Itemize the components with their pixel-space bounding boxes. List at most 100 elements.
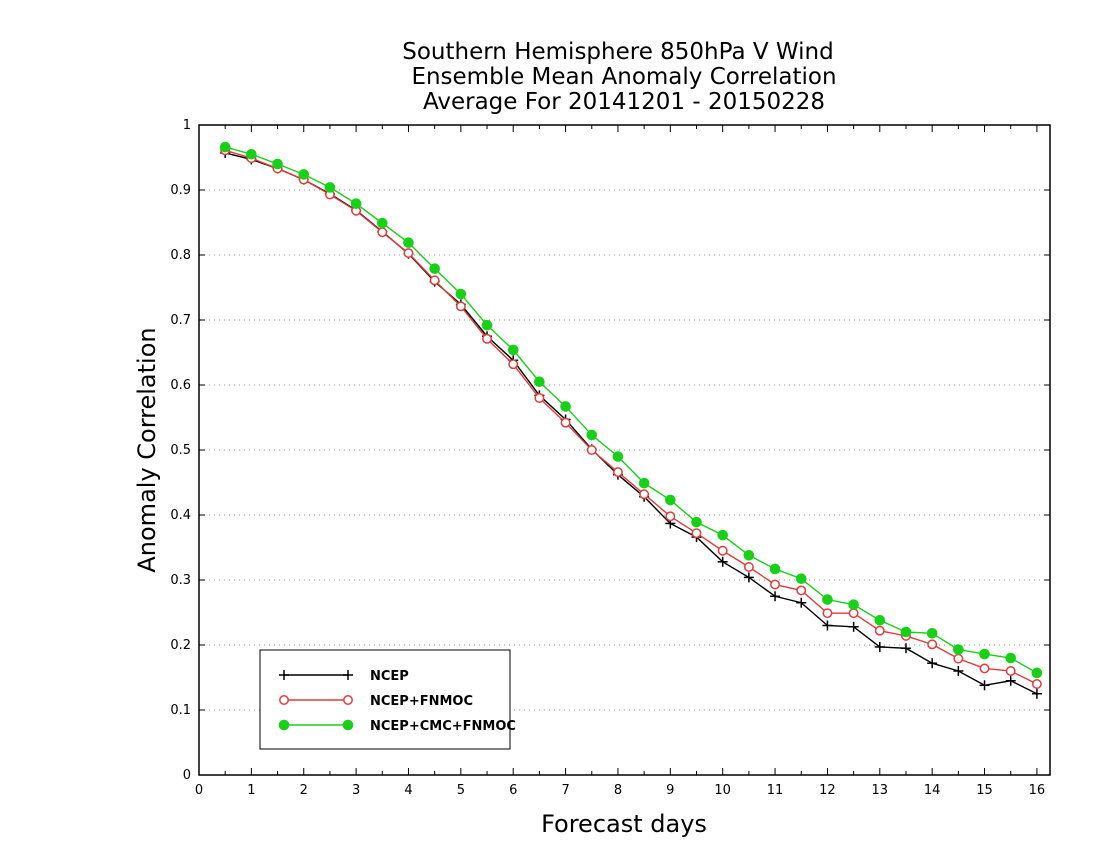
series-1-point-18 <box>691 528 702 539</box>
x-tick-label-9: 9 <box>666 783 674 798</box>
series-1-point-15 <box>613 467 623 478</box>
chart-title-line-2: Ensemble Mean Anomaly Correlation <box>411 64 836 90</box>
series-1-point-27 <box>927 639 938 650</box>
series-2-point-24 <box>848 599 859 611</box>
series-2-point-1 <box>246 148 257 160</box>
y-tick-label-2: 0.2 <box>170 638 191 653</box>
x-axis-label: Forecast days <box>541 810 707 838</box>
series-0-point-28 <box>953 666 964 676</box>
series-2-point-16 <box>638 477 650 489</box>
series-2-point-20 <box>743 550 755 561</box>
x-tick-label-5: 5 <box>457 783 465 798</box>
x-tick-label-0: 0 <box>195 783 203 798</box>
series-2-point-15 <box>612 451 624 462</box>
y-tick-label-6: 0.6 <box>170 378 191 393</box>
series-2-point-26 <box>900 626 912 638</box>
grid-lines <box>199 189 1050 711</box>
series-1-point-28 <box>953 653 964 664</box>
series-2-point-9 <box>455 288 467 300</box>
series-1-point-17 <box>665 511 676 522</box>
series-1-point-8 <box>429 275 440 286</box>
x-tick-label-4: 4 <box>404 783 412 798</box>
y-tick-label-3: 0.3 <box>170 573 191 588</box>
y-tick-label-5: 0.5 <box>170 443 191 458</box>
series-1-point-22 <box>796 585 807 596</box>
series-2-point-12 <box>534 376 545 388</box>
series-1-point-7 <box>403 248 414 259</box>
legend-item-2: NCEP+CMC+FNMOC <box>278 719 516 734</box>
legend-marker-end-0 <box>343 670 353 680</box>
series-1-point-29 <box>979 663 990 674</box>
series-0-point-24 <box>848 621 859 632</box>
series-2-point-25 <box>874 615 886 626</box>
legend-item-0: NCEP <box>279 669 409 684</box>
legend-marker-end-2 <box>342 719 354 731</box>
series-0-point-19 <box>717 556 728 567</box>
series-2-point-0 <box>219 141 231 153</box>
series-0-point-21 <box>770 591 781 602</box>
series-2-point-19 <box>717 529 728 541</box>
x-tick-label-3: 3 <box>352 783 360 798</box>
series-2-point-14 <box>586 429 598 441</box>
series-1-point-31 <box>1031 679 1042 689</box>
series-1-point-23 <box>822 608 833 619</box>
y-tick-label-9: 0.9 <box>170 183 191 198</box>
series-1-point-30 <box>1005 666 1016 676</box>
x-tick-label-6: 6 <box>509 783 517 798</box>
series-2-point-11 <box>507 344 519 356</box>
series-0-point-27 <box>927 658 938 669</box>
series-1-point-24 <box>848 608 859 619</box>
series-2 <box>219 141 1043 679</box>
x-tick-label-10: 10 <box>714 783 731 798</box>
series-2-point-21 <box>769 563 781 575</box>
series-2-point-23 <box>822 594 833 605</box>
legend-label-1: NCEP+FNMOC <box>370 694 473 709</box>
series-1-point-19 <box>717 545 728 556</box>
x-tick-label-11: 11 <box>767 783 784 798</box>
legend-label-0: NCEP <box>370 669 409 684</box>
series-2-point-30 <box>1005 652 1017 664</box>
x-tick-label-2: 2 <box>300 783 308 798</box>
series-1-point-13 <box>560 417 571 428</box>
y-axis-label: Anomaly Correlation <box>133 327 161 572</box>
series-1-point-21 <box>770 579 781 590</box>
x-tick-label-1: 1 <box>247 783 255 798</box>
series-1-point-14 <box>586 445 597 455</box>
chart-title: Southern Hemisphere 850hPa V Wind Ensemb… <box>402 39 836 115</box>
y-tick-label-1: 0.1 <box>170 703 191 718</box>
series-2-point-4 <box>324 182 336 193</box>
y-tick-label-10: 1 <box>183 118 191 133</box>
series-2-point-28 <box>953 644 964 655</box>
legend-label-2: NCEP+CMC+FNMOC <box>370 719 516 734</box>
series-0-point-26 <box>900 643 911 654</box>
chart-title-line-3: Average For 20141201 - 20150228 <box>423 89 825 115</box>
series-2-point-6 <box>376 217 388 229</box>
series-1-point-9 <box>455 301 466 312</box>
x-tick-label-14: 14 <box>924 783 941 798</box>
series-2-point-29 <box>979 648 990 660</box>
series-1-point-20 <box>743 562 754 572</box>
series-2-point-27 <box>926 628 938 639</box>
series-0-point-25 <box>874 641 885 652</box>
x-tick-label-8: 8 <box>614 783 622 798</box>
legend-marker-start-1 <box>279 695 289 705</box>
series-0-point-20 <box>743 572 754 583</box>
legend: NCEP NCEP+FNMOC NCEP+CMC+FNMOC <box>259 649 516 750</box>
legend-marker-start-2 <box>278 719 290 731</box>
series-2-point-3 <box>298 169 310 180</box>
series-1-point-25 <box>874 625 885 636</box>
legend-marker-start-0 <box>279 670 289 680</box>
series-1-point-6 <box>377 227 388 238</box>
chart-title-line-1: Southern Hemisphere 850hPa V Wind <box>402 39 833 65</box>
series-2-point-8 <box>429 263 440 274</box>
y-tick-label-8: 0.8 <box>170 248 191 263</box>
series-0-point-23 <box>822 620 833 631</box>
y-tick-label-7: 0.7 <box>170 313 191 328</box>
series-2-point-2 <box>272 158 283 170</box>
x-tick-label-7: 7 <box>561 783 569 798</box>
series-2-point-7 <box>403 237 414 248</box>
series-0-point-30 <box>1005 675 1016 686</box>
y-tick-label-4: 0.4 <box>170 508 191 523</box>
axes: 0 0.1 0.2 0.3 0.4 0.5 0.6 0.7 0.8 0.9 10 1 2 3 4 5 6 7 8 9 1… <box>170 118 1051 798</box>
